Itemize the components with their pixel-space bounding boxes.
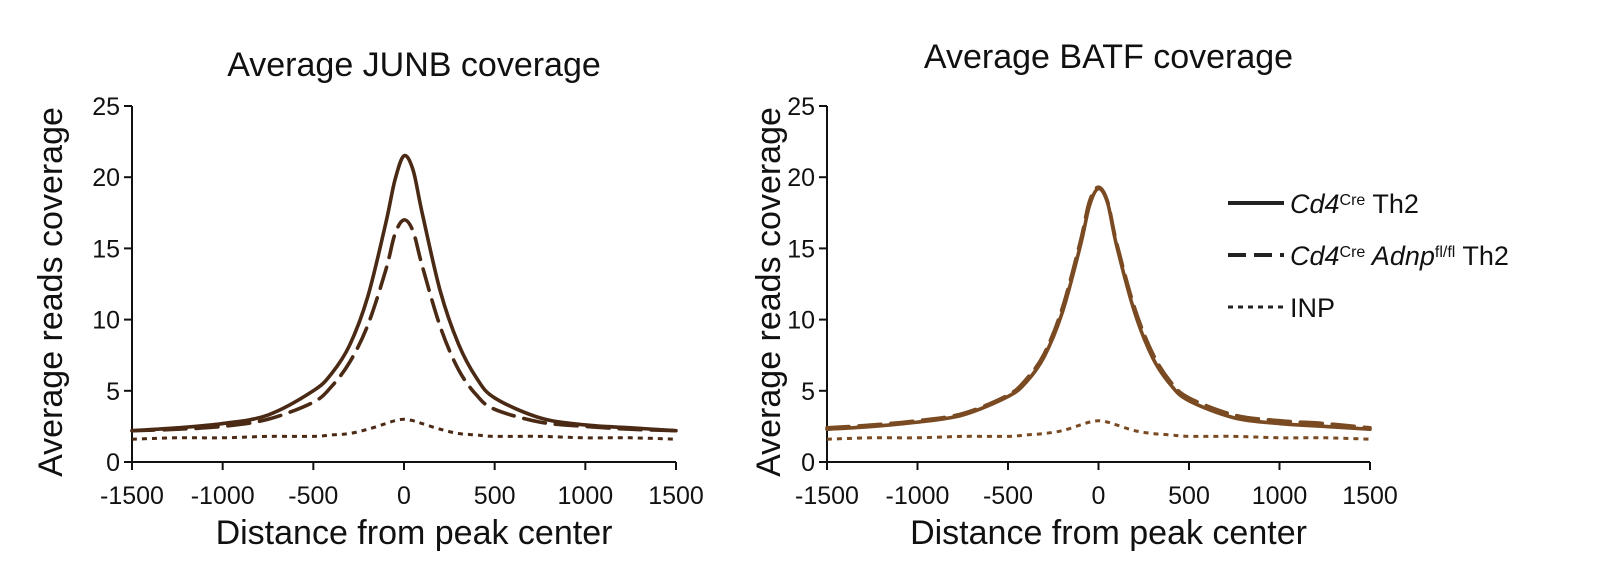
series-line-dotted (131, 417, 677, 441)
legend-gene-sup: Cre (1340, 192, 1366, 209)
legend-extra-gene: Adnp (1365, 241, 1435, 271)
legend-suffix: INP (1290, 293, 1335, 323)
y-tick-label: 20 (787, 164, 815, 192)
series-line-solid (825, 186, 1372, 432)
chart-title: Average JUNB coverage (227, 46, 601, 84)
y-tick-label: 20 (92, 164, 120, 192)
y-tick-label: 0 (106, 449, 120, 477)
y-tick-label: 10 (92, 307, 120, 335)
series-line-solid (130, 153, 678, 433)
x-tick-label: -1000 (886, 482, 950, 510)
legend-label: Cd4Cre Adnpfl/fl Th2 (1290, 241, 1509, 271)
x-tick-label: 0 (397, 482, 411, 510)
series-line-dotted (826, 419, 1371, 441)
y-tick-label: 5 (106, 378, 120, 406)
x-tick-label: -500 (288, 482, 338, 510)
x-axis-label: Distance from peak center (910, 514, 1307, 552)
y-tick-label: 10 (787, 307, 815, 335)
legend-label: INP (1290, 293, 1335, 323)
series-line-dashed (825, 185, 1372, 430)
y-axis-label: Average reads coverage (32, 107, 70, 477)
x-tick-label: 0 (1092, 482, 1106, 510)
x-tick-label: -1000 (191, 482, 255, 510)
x-tick-label: 500 (1168, 482, 1210, 510)
legend-gene-sup: Cre (1340, 244, 1366, 261)
junb-panel: Average JUNB coverage 0 5 10 15 20 25 -1500 -100… (32, 46, 704, 552)
y-tick-label: 5 (801, 378, 815, 406)
legend-suffix: Th2 (1455, 241, 1509, 271)
legend-suffix: Th2 (1365, 189, 1419, 219)
legend-extra-sup: fl/fl (1435, 244, 1455, 261)
x-tick-label: 1500 (648, 482, 704, 510)
x-tick-label: 1000 (1252, 482, 1308, 510)
y-axis-label: Average reads coverage (750, 107, 788, 477)
x-axis-label: Distance from peak center (216, 514, 613, 552)
y-tick-label: 15 (787, 235, 815, 263)
y-tick-label: 0 (801, 449, 815, 477)
legend-gene: Cd4 (1290, 241, 1340, 271)
legend-label: Cd4Cre Th2 (1290, 189, 1419, 219)
y-tick-label: 25 (92, 93, 120, 121)
chart-title: Average BATF coverage (924, 38, 1293, 76)
x-tick-label: -500 (983, 482, 1033, 510)
x-tick-label: 500 (474, 482, 516, 510)
y-tick-label: 25 (787, 93, 815, 121)
legend-gene: Cd4 (1290, 189, 1340, 219)
x-tick-label: -1500 (100, 482, 164, 510)
y-tick-label: 15 (92, 235, 120, 263)
batf-panel: Average BATF coverage 0 5 10 15 20 25 -1500 -100… (750, 38, 1398, 552)
x-tick-label: 1500 (1342, 482, 1398, 510)
x-tick-label: -1500 (795, 482, 859, 510)
series-line-dashed (130, 218, 678, 433)
x-tick-label: 1000 (558, 482, 614, 510)
